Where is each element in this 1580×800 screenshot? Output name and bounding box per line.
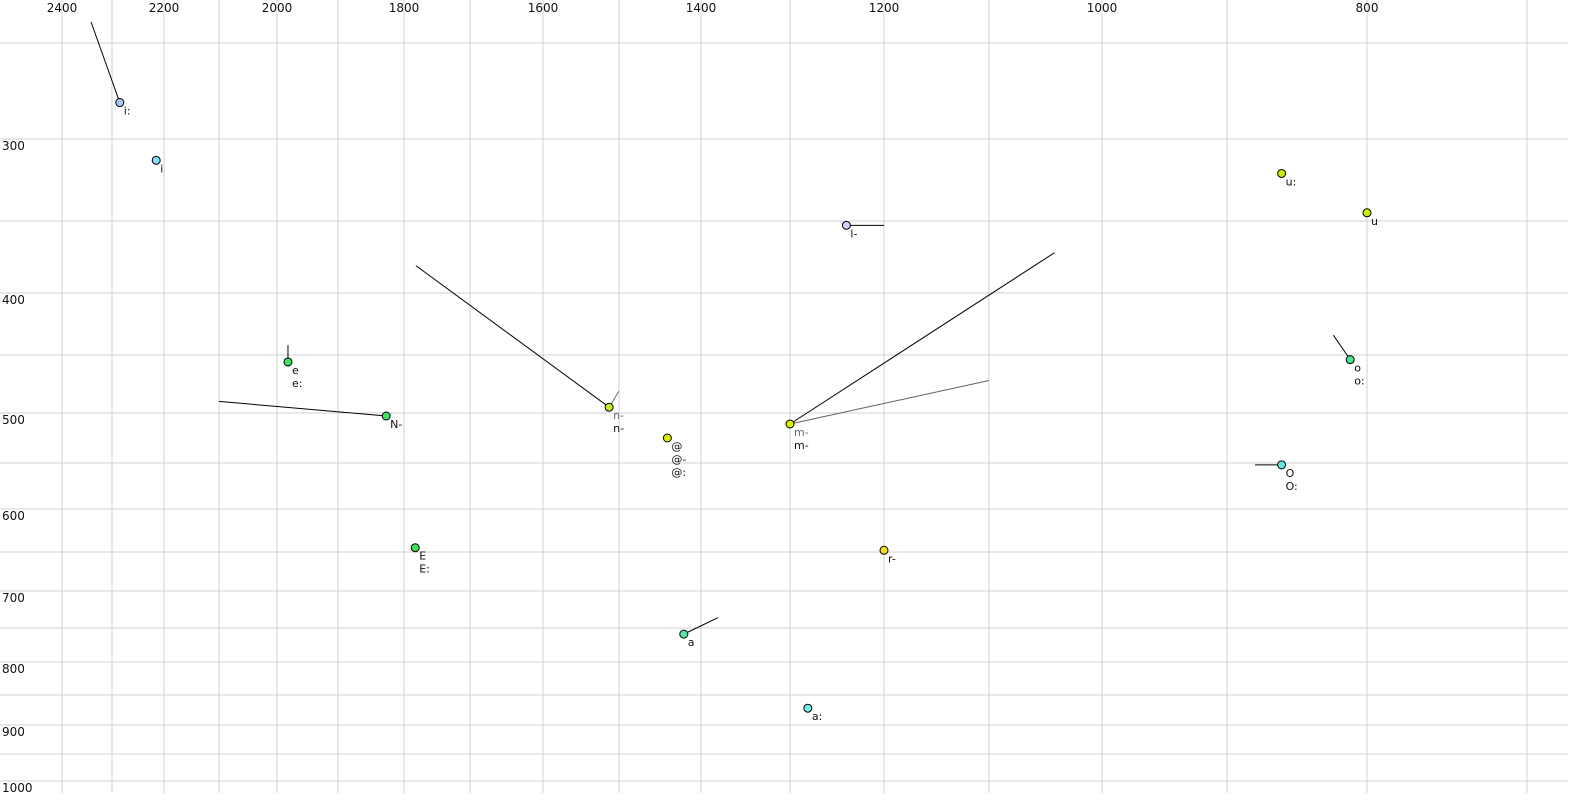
y-tick-label: 600 — [2, 509, 25, 523]
point-label: e: — [292, 377, 302, 390]
point-label: n- — [613, 409, 624, 422]
point-label: r- — [888, 552, 896, 565]
point-label: e — [292, 364, 299, 377]
point-label: @ — [671, 440, 682, 453]
trajectory-line — [789, 380, 990, 425]
trajectory-line — [789, 252, 1055, 425]
trajectory-line — [90, 21, 121, 103]
point-label: @- — [671, 453, 686, 466]
x-tick-label: 1400 — [686, 1, 717, 15]
point-label: @: — [671, 466, 686, 479]
y-tick-label: 700 — [2, 591, 25, 605]
data-point — [604, 402, 614, 412]
point-label: u — [1371, 215, 1378, 228]
point-label: E: — [419, 563, 430, 576]
x-tick-label: 1800 — [389, 1, 420, 15]
point-label: l- — [850, 227, 857, 240]
data-point — [803, 703, 813, 713]
trajectory-line — [415, 265, 610, 408]
trajectory-line — [683, 617, 719, 635]
data-point — [1345, 355, 1355, 365]
point-label: m- — [794, 439, 809, 452]
trajectory-line — [218, 400, 387, 417]
data-point — [1277, 168, 1287, 178]
x-tick-label: 1200 — [869, 1, 900, 15]
y-tick-label: 900 — [2, 725, 25, 739]
x-tick-label: 800 — [1356, 1, 1379, 15]
x-tick-label: 2200 — [149, 1, 180, 15]
x-tick-label: 2000 — [262, 1, 293, 15]
data-point — [879, 545, 889, 555]
data-point — [151, 155, 161, 165]
data-point — [283, 357, 293, 367]
point-label: O: — [1286, 480, 1298, 493]
data-point — [1277, 460, 1287, 470]
data-point — [410, 543, 420, 553]
point-label: O — [1286, 467, 1295, 480]
point-label: E — [419, 550, 426, 563]
data-point — [1362, 208, 1372, 218]
point-label: u: — [1286, 175, 1297, 188]
x-tick-label: 1600 — [528, 1, 559, 15]
point-label: m- — [794, 426, 809, 439]
data-point — [115, 98, 125, 108]
point-label: i — [160, 162, 163, 175]
data-point — [841, 220, 851, 230]
point-label: a — [688, 636, 695, 649]
y-tick-label: 1000 — [2, 781, 33, 795]
x-tick-label: 2400 — [47, 1, 78, 15]
trajectory-line — [1332, 334, 1351, 360]
data-point — [785, 419, 795, 429]
y-tick-label: 500 — [2, 413, 25, 427]
y-tick-label: 300 — [2, 139, 25, 153]
x-tick-label: 1000 — [1087, 1, 1118, 15]
point-label: o — [1354, 362, 1361, 375]
point-label: a: — [812, 710, 822, 723]
data-point — [679, 629, 689, 639]
point-label: N- — [390, 418, 402, 431]
y-tick-label: 400 — [2, 293, 25, 307]
point-label: o: — [1354, 375, 1364, 388]
point-label: n- — [613, 422, 624, 435]
data-point — [662, 433, 672, 443]
data-point — [381, 411, 391, 421]
point-label: i: — [124, 105, 131, 118]
y-tick-label: 800 — [2, 662, 25, 676]
